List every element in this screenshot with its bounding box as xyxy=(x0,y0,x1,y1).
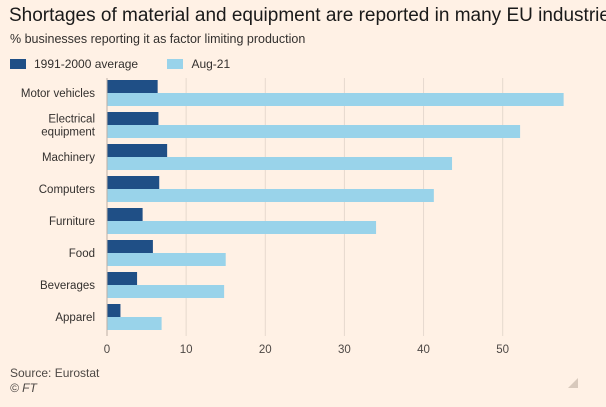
x-tick-label-4: 40 xyxy=(417,344,430,356)
x-tick-label-2: 20 xyxy=(259,344,272,356)
legend-label-1991-2000: 1991-2000 average xyxy=(34,57,139,71)
bar-1991-2000-6 xyxy=(107,272,138,285)
legend-swatch-aug21 xyxy=(167,59,184,69)
chart-subtitle: % businesses reporting it as factor limi… xyxy=(10,32,306,46)
category-label-2: Machinery xyxy=(42,152,95,164)
bar-aug21-2 xyxy=(107,157,453,170)
x-tick-label-1: 10 xyxy=(180,344,193,356)
category-label-5: Food xyxy=(69,248,95,260)
bar-1991-2000-0 xyxy=(107,80,158,93)
category-label-1: Electrical equipment xyxy=(41,114,96,139)
bar-aug21-1 xyxy=(107,125,521,138)
bar-aug21-6 xyxy=(107,285,225,298)
copyright: © FT xyxy=(10,381,37,395)
legend-item-aug21: Aug-21 xyxy=(167,57,230,71)
bar-1991-2000-1 xyxy=(107,112,159,125)
bar-aug21-5 xyxy=(107,253,226,266)
category-label-0: Motor vehicles xyxy=(21,88,95,100)
category-label-4: Furniture xyxy=(49,216,95,228)
bar-1991-2000-2 xyxy=(107,144,168,157)
x-tick-label-0: 0 xyxy=(104,344,110,356)
bar-aug21-4 xyxy=(107,221,377,234)
bar-1991-2000-7 xyxy=(107,304,121,317)
source-note: Source: Eurostat xyxy=(10,366,100,380)
bar-1991-2000-5 xyxy=(107,240,153,253)
x-tick-label-5: 50 xyxy=(496,344,509,356)
bar-aug21-3 xyxy=(107,189,434,202)
bar-aug21-7 xyxy=(107,317,162,330)
legend: 1991-2000 average Aug-21 xyxy=(10,57,256,72)
bar-aug21-0 xyxy=(107,93,564,106)
category-label-7: Apparel xyxy=(55,312,95,324)
bar-1991-2000-3 xyxy=(107,176,160,189)
x-tick-label-3: 30 xyxy=(338,344,351,356)
bar-1991-2000-4 xyxy=(107,208,143,221)
legend-item-1991-2000: 1991-2000 average xyxy=(10,57,138,71)
chart-title: Shortages of material and equipment are … xyxy=(9,5,606,26)
legend-swatch-1991-2000 xyxy=(10,59,26,69)
category-label-6: Beverages xyxy=(40,280,95,292)
legend-label-aug21: Aug-21 xyxy=(191,57,231,71)
resize-handle-icon xyxy=(568,378,578,388)
category-label-3: Computers xyxy=(39,184,95,196)
